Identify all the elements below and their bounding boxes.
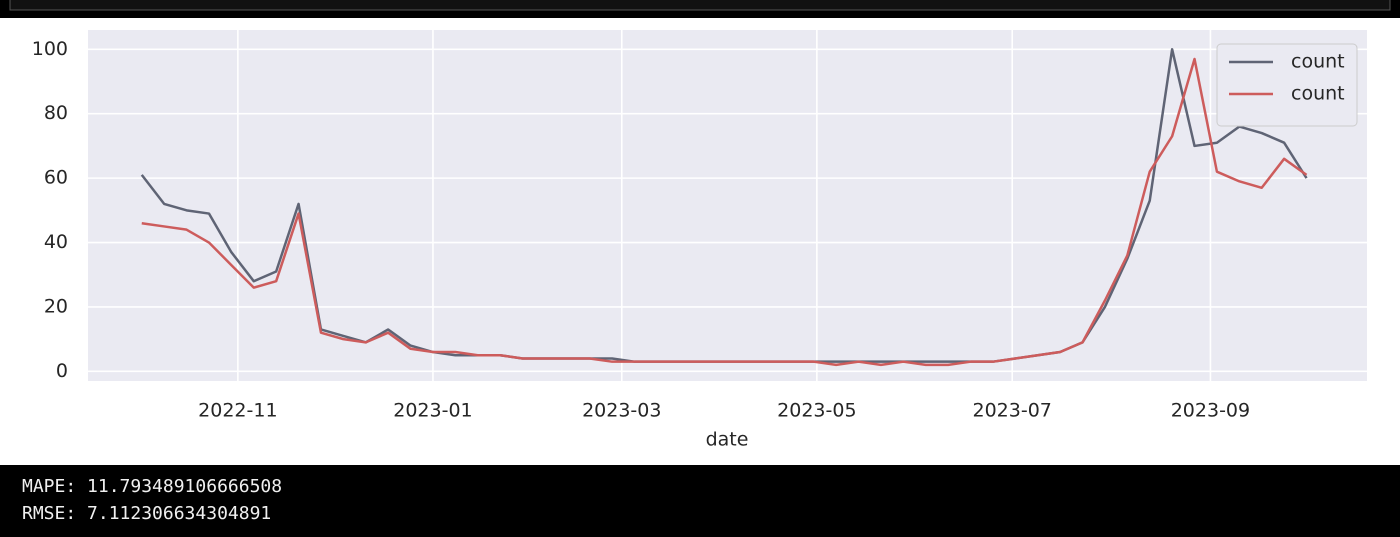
cell-border [9,0,1391,11]
y-tick-label: 100 [32,38,68,60]
y-tick-label: 40 [44,231,68,253]
output-line: MAPE: 11.793489106666508 [22,476,282,497]
x-tick-label: 2023-07 [972,400,1051,422]
x-axis-label: date [706,429,749,451]
x-tick-label: 2023-01 [393,400,472,422]
output-line: RMSE: 7.112306634304891 [22,503,271,524]
x-tick-label: 2023-09 [1171,400,1250,422]
y-tick-label: 80 [44,102,68,124]
y-tick-label: 60 [44,167,68,189]
x-tick-label: 2022-11 [198,400,277,422]
plot-area [88,30,1367,381]
legend-label: count [1291,51,1345,73]
y-tick-label: 0 [56,360,68,382]
legend-label: count [1291,83,1345,105]
legend-box [1216,43,1358,127]
y-tick-label: 20 [44,295,68,317]
series-line [141,57,1308,367]
x-tick-label: 2023-05 [777,400,856,422]
x-tick-label: 2023-03 [582,400,661,422]
